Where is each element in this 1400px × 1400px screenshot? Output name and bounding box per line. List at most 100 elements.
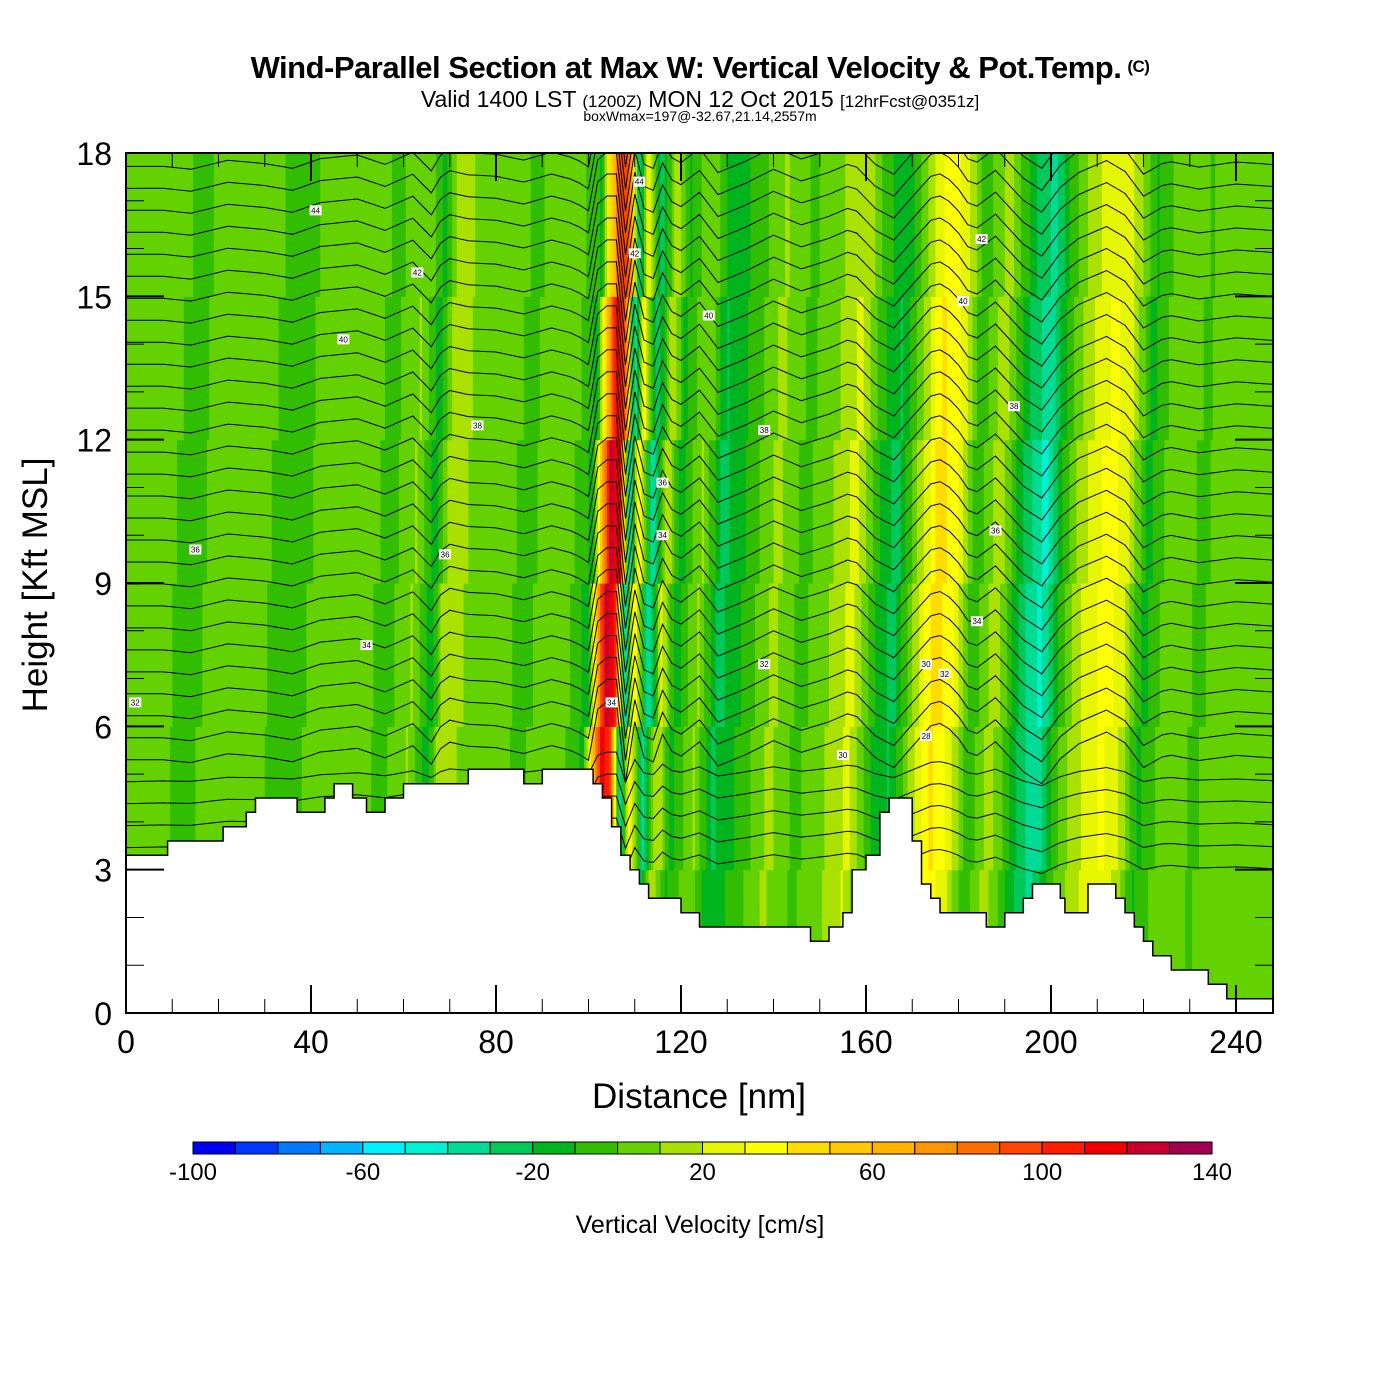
theta-contour-line bbox=[126, 612, 1273, 697]
w-field-cell bbox=[681, 583, 689, 727]
valid-date: MON 12 Oct 2015 bbox=[648, 86, 834, 112]
w-field-cell bbox=[1113, 583, 1126, 727]
w-field-cell bbox=[637, 296, 640, 441]
w-field-cell bbox=[435, 153, 444, 297]
w-field-cell bbox=[958, 726, 964, 871]
contour-label: 38 bbox=[471, 420, 484, 431]
w-field-cell bbox=[613, 583, 617, 727]
w-field-cell bbox=[1030, 296, 1043, 441]
w-field-cell bbox=[923, 583, 932, 727]
w-field-cell bbox=[604, 439, 608, 584]
w-field-cell bbox=[126, 153, 194, 297]
w-field-cell bbox=[412, 583, 421, 727]
w-field-cell bbox=[674, 153, 682, 297]
w-field-cell bbox=[882, 153, 895, 297]
w-field-cell bbox=[315, 296, 386, 441]
colorbar-segment bbox=[617, 1141, 661, 1155]
w-field-cell bbox=[637, 726, 640, 871]
w-field-cell bbox=[993, 153, 1006, 297]
w-field-cell bbox=[438, 439, 444, 584]
w-field-cell bbox=[574, 439, 590, 584]
w-field-cell bbox=[648, 296, 652, 441]
w-field-cell bbox=[581, 583, 590, 727]
w-field-cell bbox=[452, 153, 458, 297]
w-field-cell bbox=[669, 726, 675, 871]
contour-label: 36 bbox=[989, 525, 1002, 536]
w-field-cell bbox=[630, 726, 633, 871]
w-field-cell bbox=[602, 153, 606, 297]
w-field-cell bbox=[674, 726, 684, 871]
w-field-cell bbox=[849, 726, 858, 871]
w-field-cell bbox=[468, 439, 518, 584]
w-field-cell bbox=[963, 726, 976, 871]
w-field-cell bbox=[868, 583, 876, 727]
theta-contour-line bbox=[126, 547, 1273, 631]
w-field-cell bbox=[727, 153, 751, 297]
w-field-cell bbox=[711, 583, 717, 727]
w-field-cell bbox=[613, 296, 617, 441]
w-field-cell bbox=[620, 726, 624, 871]
w-field-cell bbox=[632, 726, 636, 871]
w-field-cell bbox=[1157, 153, 1161, 297]
w-field-cell bbox=[1150, 153, 1158, 297]
w-field-cell bbox=[972, 439, 985, 584]
w-field-cell bbox=[1011, 439, 1017, 584]
w-field-cell bbox=[720, 439, 731, 584]
w-field-cell bbox=[879, 439, 893, 584]
w-field-cell bbox=[863, 726, 872, 871]
w-field-cell bbox=[872, 439, 881, 584]
w-field-cell bbox=[193, 153, 215, 297]
contour-label: 32 bbox=[129, 697, 142, 708]
w-field-cell bbox=[953, 583, 960, 727]
contour-label: 36 bbox=[439, 549, 452, 560]
w-field-cell bbox=[923, 296, 932, 441]
box-wmax-info: boxWmax=197@-32.67,21.14,2557m bbox=[583, 108, 817, 124]
w-field-cell bbox=[523, 296, 541, 441]
w-field-cell bbox=[641, 726, 645, 871]
w-field-cell bbox=[394, 583, 412, 727]
w-field-cell bbox=[597, 583, 601, 727]
w-field-cell bbox=[694, 726, 701, 871]
contour-label-bg bbox=[971, 616, 983, 627]
w-field-cell bbox=[172, 583, 203, 727]
contour-label-bg bbox=[628, 248, 641, 259]
contour-label-text: 40 bbox=[704, 311, 713, 320]
w-field-cell bbox=[625, 296, 629, 441]
w-field-cell bbox=[891, 439, 902, 584]
w-field-cell bbox=[914, 726, 923, 871]
w-field-cell bbox=[623, 583, 629, 727]
y-tick-label: 12 bbox=[76, 423, 112, 459]
contour-label-text: 44 bbox=[311, 206, 320, 215]
w-field-cell bbox=[916, 296, 925, 441]
colorbar-tick-label: -100 bbox=[169, 1159, 217, 1186]
w-field-cell bbox=[1134, 583, 1142, 727]
w-field-cell bbox=[685, 439, 694, 584]
w-field-cell bbox=[1212, 296, 1273, 441]
w-field-cell bbox=[655, 439, 659, 584]
w-field-cell bbox=[627, 296, 631, 441]
contour-label: 44 bbox=[309, 205, 322, 216]
w-field-cell bbox=[618, 726, 622, 871]
w-field-cell bbox=[1020, 153, 1031, 297]
w-field-cell bbox=[442, 296, 448, 441]
w-field-cell bbox=[667, 296, 670, 441]
contour-label: 32 bbox=[758, 659, 771, 670]
w-field-cell bbox=[1101, 153, 1135, 297]
contour-label-text: 36 bbox=[991, 526, 1000, 535]
w-field-cell bbox=[641, 583, 645, 727]
w-field-cell bbox=[981, 153, 994, 297]
w-field-cell bbox=[708, 439, 717, 584]
w-field-cell bbox=[1037, 583, 1043, 727]
w-field-cell bbox=[704, 439, 710, 584]
w-field-cell bbox=[385, 296, 402, 441]
w-field-cell bbox=[669, 296, 677, 441]
w-field-cell bbox=[1210, 439, 1273, 584]
w-field-cell bbox=[967, 583, 980, 727]
w-field-cell bbox=[1120, 296, 1135, 441]
w-field-cell bbox=[907, 583, 913, 727]
w-field-cell bbox=[641, 296, 645, 441]
w-field-cell bbox=[687, 296, 698, 441]
w-field-cell bbox=[422, 296, 430, 441]
w-field-cell bbox=[620, 583, 624, 727]
contour-label-text: 30 bbox=[922, 660, 931, 669]
